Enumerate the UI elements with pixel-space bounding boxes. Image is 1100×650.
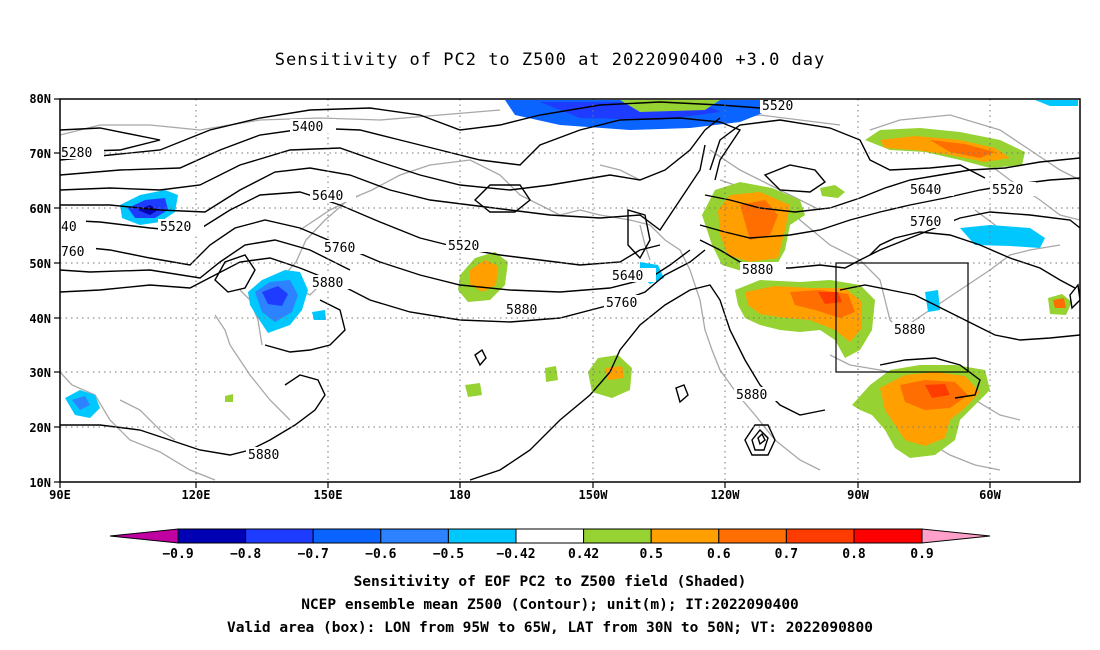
colorbar-label: −0.5	[433, 547, 464, 562]
contour-label: 5880	[736, 388, 767, 403]
lon-tick-label: 120E	[182, 488, 211, 502]
z500-contours	[60, 101, 1080, 481]
lat-tick-label: 40N	[29, 312, 51, 326]
map-content: 5280 5400 5520 5520 5520 5640 5640 5640 …	[60, 99, 1080, 482]
colorbar-swatch	[177, 528, 247, 544]
colorbar-label: −0.6	[365, 547, 396, 562]
colorbar-label: 0.6	[707, 547, 731, 562]
lon-tick-label: 120W	[711, 488, 741, 502]
lon-tick-label: 150E	[314, 488, 343, 502]
colorbar-swatch	[447, 528, 517, 544]
contour-label: 5880	[248, 448, 279, 463]
colorbar-left-triangle	[109, 528, 179, 544]
map-frame	[59, 98, 1081, 483]
lon-tick-label: 90E	[49, 488, 71, 502]
contour-label: 5520	[160, 220, 191, 235]
lon-tick-label: 180	[449, 488, 471, 502]
colorbar-swatch	[312, 528, 382, 544]
colorbar-label: 0.5	[639, 547, 662, 562]
contour-label: 5640	[312, 189, 343, 204]
contour-label: 5760	[606, 296, 637, 311]
contour-label: 5880	[312, 276, 343, 291]
colorbar-label: 0.42	[568, 547, 599, 562]
contour-label: 5640	[910, 183, 941, 198]
lat-tick-label: 80N	[29, 92, 51, 106]
colorbar-swatch	[380, 528, 449, 544]
contour-label: 5520	[992, 183, 1023, 198]
contour-label: 5520	[448, 239, 479, 254]
caption-line-2: NCEP ensemble mean Z500 (Contour); unit(…	[301, 597, 799, 613]
colorbar-label: −0.9	[162, 547, 193, 562]
contour-label: 5520	[762, 99, 793, 114]
caption-line-3: Valid area (box): LON from 95W to 65W, L…	[226, 620, 873, 636]
lat-tick-label: 10N	[29, 476, 51, 490]
contour-label: 5280	[61, 146, 92, 161]
gridlines	[60, 99, 1080, 482]
contour-label: 760	[61, 245, 84, 260]
colorbar-label: −0.8	[230, 547, 261, 562]
valid-area-box	[835, 262, 969, 373]
contour-label: 5760	[324, 241, 355, 256]
lat-tick-label: 50N	[29, 257, 51, 271]
contour-label: 40	[61, 220, 77, 235]
contour-label: 5880	[894, 323, 925, 338]
lon-tick-label: 150W	[579, 488, 609, 502]
colorbar-swatch	[853, 528, 923, 544]
colorbar-swatch	[785, 528, 855, 544]
colorbar-swatch	[245, 528, 314, 544]
lon-axis: 90E 120E 150E 180 150W 120W 90W 60W	[49, 482, 1002, 502]
lat-tick-label: 20N	[29, 421, 51, 435]
colorbar-label: −0.42	[496, 547, 535, 562]
lat-axis: 80N 70N 60N 50N 40N 30N 20N 10N	[29, 92, 60, 490]
caption-line-1: Sensitivity of EOF PC2 to Z500 field (Sh…	[353, 574, 747, 590]
colorbar-swatch	[583, 528, 652, 544]
contour-label: 5880	[742, 263, 773, 278]
colorbar-swatch	[515, 528, 585, 544]
lon-tick-label: 90W	[847, 488, 869, 502]
colorbar-label: 0.7	[775, 547, 798, 562]
sensitivity-shading	[65, 100, 1078, 458]
lat-tick-label: 70N	[29, 147, 51, 161]
colorbar: −0.9 −0.8 −0.7 −0.6 −0.5 −0.42 0.42 0.5 …	[109, 528, 991, 562]
lat-tick-label: 30N	[29, 366, 51, 380]
colorbar-right-triangle	[921, 528, 991, 544]
colorbar-label: 0.9	[910, 547, 933, 562]
contour-labels: 5280 5400 5520 5520 5520 5640 5640 5640 …	[60, 99, 1036, 463]
contour-label: 5640	[612, 269, 643, 284]
contour-label: 5880	[506, 303, 537, 318]
colorbar-swatch	[650, 528, 720, 544]
colorbar-label: −0.7	[298, 547, 329, 562]
contour-label: 5760	[910, 215, 941, 230]
chart-title: Sensitivity of PC2 to Z500 at 2022090400…	[274, 50, 826, 70]
lat-tick-label: 60N	[29, 202, 51, 216]
colorbar-swatch	[718, 528, 787, 544]
contour-label: 5400	[292, 120, 323, 135]
lon-tick-label: 60W	[979, 488, 1001, 502]
colorbar-label: 0.8	[842, 547, 866, 562]
